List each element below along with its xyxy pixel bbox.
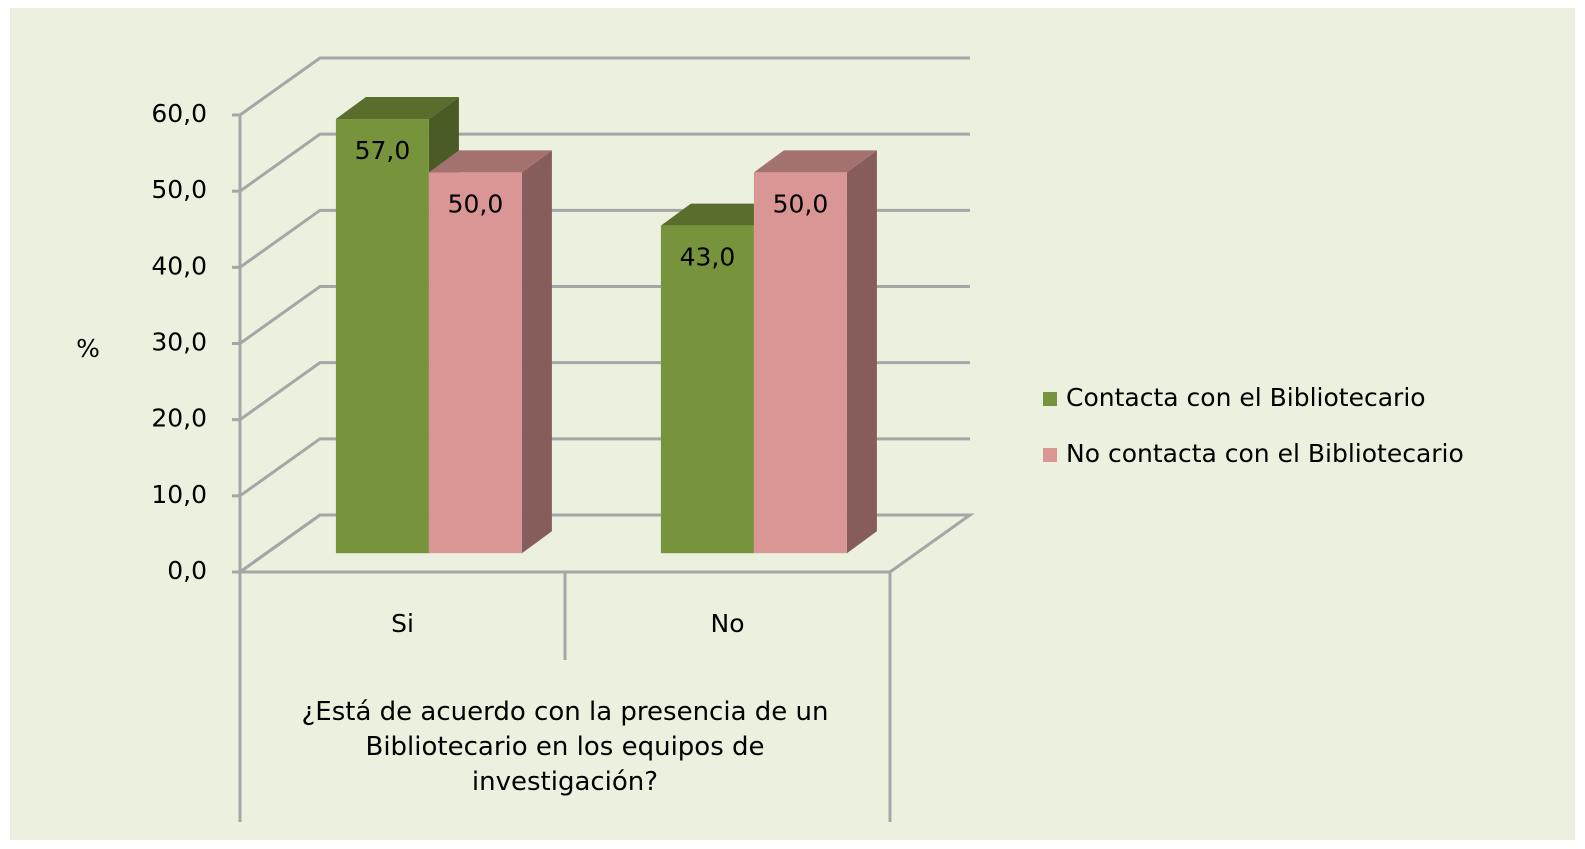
grid-line [239,56,970,117]
y-axis-label: % [76,334,100,363]
y-tick-label: 0,0 [167,556,207,585]
x-axis-label: ¿Está de acuerdo con la presencia de un … [301,697,829,797]
data-label: 50,0 [448,189,504,218]
bar [428,172,522,554]
bar-top [660,203,784,226]
bar [335,119,429,554]
y-tick-label: 60,0 [151,99,207,128]
bar [753,172,847,554]
bar-top [753,150,877,173]
y-tick-label: 50,0 [151,175,207,204]
legend-label: Contacta con el Bibliotecario [1066,383,1426,412]
bar-top [428,150,552,173]
y-tick-label: 30,0 [151,328,207,357]
data-label: 50,0 [773,189,829,218]
legend-label: No contacta con el Bibliotecario [1066,439,1464,468]
grid-line [239,132,970,193]
legend-swatch [1043,392,1057,406]
bar-side [846,150,877,554]
bar [660,225,754,554]
y-tick-label: 40,0 [151,251,207,280]
legend-swatch [1043,448,1057,462]
x-tick-label: Si [391,609,414,638]
bar-top [335,97,459,120]
y-tick-label: 20,0 [151,404,207,433]
data-label: 57,0 [355,136,411,165]
y-tick-label: 10,0 [151,480,207,509]
x-tick-label: No [711,609,745,638]
data-label: 43,0 [680,243,736,272]
bar-side [521,150,552,554]
